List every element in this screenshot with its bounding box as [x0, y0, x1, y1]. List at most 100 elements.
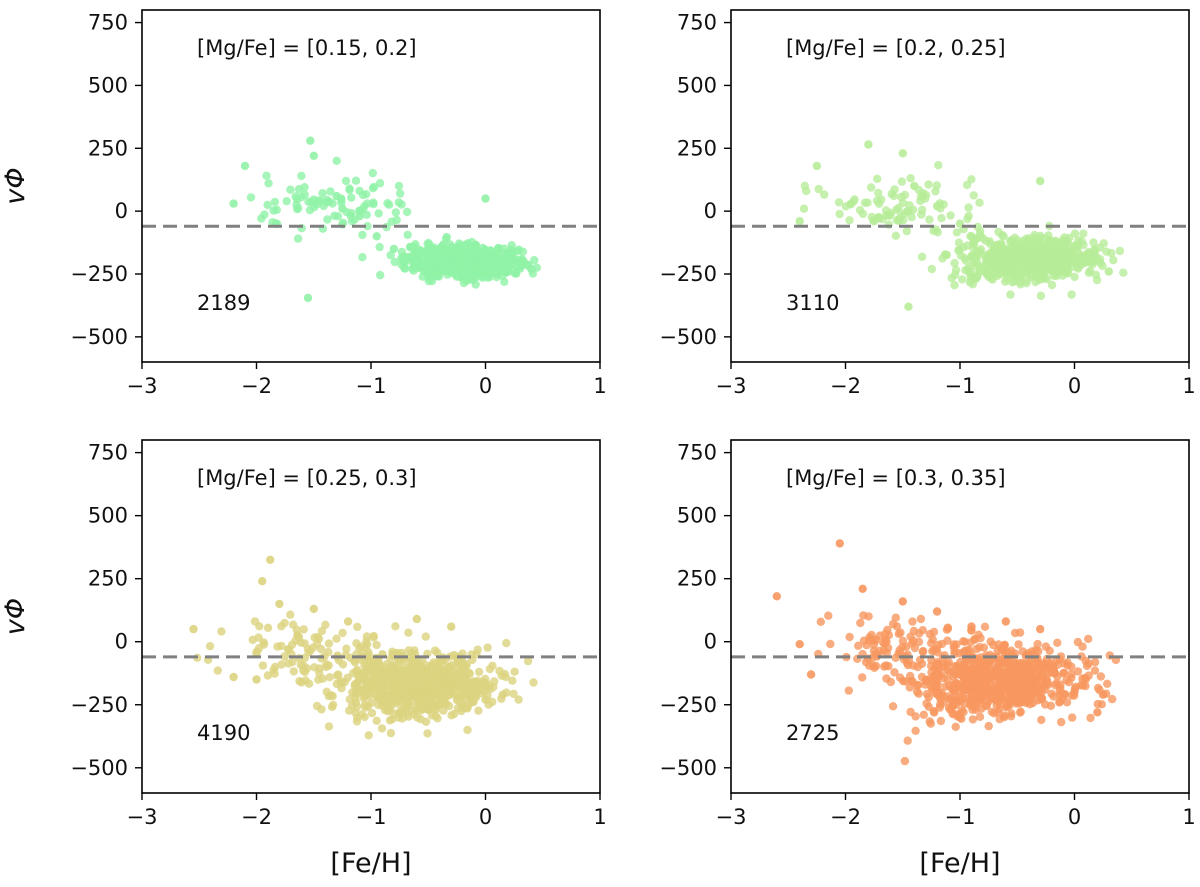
data-point [1047, 689, 1056, 698]
data-point [395, 189, 405, 198]
data-point [345, 184, 354, 193]
data-point [869, 636, 879, 645]
data-point [951, 265, 961, 275]
data-point [1115, 246, 1125, 256]
data-point [397, 648, 407, 658]
data-point [824, 611, 833, 620]
data-point [879, 638, 888, 648]
data-point [474, 667, 484, 677]
data-point [864, 140, 873, 149]
data-point [369, 633, 378, 642]
data-point [959, 637, 968, 646]
x-tick-label: −3 [127, 805, 158, 829]
data-point [270, 662, 280, 672]
data-point [289, 667, 298, 676]
data-point [795, 640, 804, 649]
data-point [269, 206, 278, 215]
y-tick-label: 0 [115, 630, 128, 654]
data-point [914, 637, 924, 647]
data-point [954, 246, 963, 255]
data-point [1070, 242, 1079, 251]
data-point [430, 646, 440, 655]
data-point [392, 215, 401, 225]
data-point [899, 209, 909, 218]
data-point [313, 196, 323, 205]
data-point [1068, 713, 1077, 722]
data-point [910, 181, 919, 191]
data-point [213, 666, 222, 675]
data-point [1008, 278, 1017, 287]
data-point [874, 188, 883, 198]
x-tick-label: −2 [241, 374, 272, 398]
data-point [1041, 642, 1051, 651]
data-point [316, 644, 326, 654]
y-tick-label: −250 [659, 262, 717, 286]
data-point [362, 637, 371, 646]
data-point [966, 698, 976, 707]
data-point [1037, 715, 1046, 725]
data-point [360, 700, 369, 710]
y-tick-label: −500 [659, 756, 717, 780]
data-point [455, 683, 465, 692]
data-point [502, 638, 511, 648]
data-point [1006, 237, 1015, 246]
data-point [394, 181, 404, 191]
data-point [372, 716, 381, 725]
data-point [270, 197, 280, 207]
data-point [918, 626, 927, 635]
data-point [314, 675, 323, 684]
data-point [474, 706, 483, 715]
data-point [333, 212, 343, 221]
data-point [421, 632, 430, 641]
panel-mgfe-0.3-0.35: −3 −2 −1 0 1 750 500 250 0 −250 −500 [Mg/Fe] = [0.3… [659, 439, 1196, 879]
data-point [903, 736, 912, 745]
data-point [881, 206, 891, 215]
data-point [912, 687, 922, 696]
data-point [456, 656, 465, 665]
data-point [372, 232, 381, 241]
data-point [309, 604, 318, 614]
data-point [424, 276, 433, 286]
data-point [916, 196, 925, 206]
data-point [297, 171, 306, 181]
y-tick-label: 750 [88, 441, 128, 465]
data-point [1022, 234, 1031, 243]
data-point [1067, 290, 1076, 299]
data-point [385, 664, 394, 673]
data-point [984, 659, 994, 668]
data-point [952, 228, 962, 237]
data-point [1006, 290, 1015, 299]
data-point [250, 617, 260, 626]
x-tick-label: 1 [1182, 374, 1195, 398]
data-point [1003, 259, 1012, 268]
data-point [318, 189, 327, 198]
y-tick-label: 250 [88, 567, 128, 591]
data-point [946, 694, 956, 703]
y-tick-label: 250 [677, 567, 717, 591]
data-point [965, 262, 974, 272]
data-point [891, 231, 900, 240]
data-point [986, 670, 996, 679]
x-tick-label: −1 [945, 805, 976, 829]
data-point [886, 677, 895, 687]
data-point [481, 194, 490, 203]
data-point [1052, 679, 1061, 688]
data-point [964, 672, 974, 681]
data-point [424, 269, 433, 279]
data-point [377, 724, 387, 733]
data-point [259, 640, 269, 649]
x-tick-label: 1 [593, 805, 606, 829]
data-point [1096, 672, 1106, 681]
data-point [999, 680, 1008, 690]
data-point [911, 726, 920, 735]
data-point [1081, 257, 1091, 266]
data-point [476, 684, 485, 694]
data-point [375, 242, 384, 252]
data-point [342, 644, 351, 653]
data-point [1104, 267, 1114, 276]
x-axis-label: [Fe/H] [919, 848, 1000, 879]
data-point [457, 700, 466, 709]
data-point [1044, 237, 1054, 246]
data-point [430, 704, 439, 713]
data-point [293, 234, 303, 243]
